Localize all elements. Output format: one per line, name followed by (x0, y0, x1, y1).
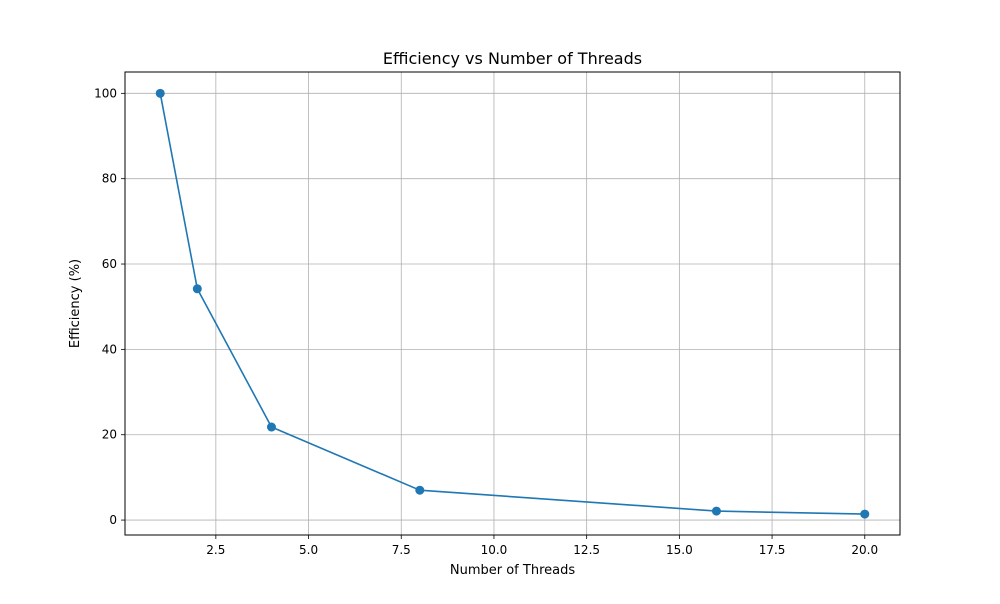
x-tick-label: 2.5 (206, 543, 225, 557)
chart-title: Efficiency vs Number of Threads (383, 49, 642, 68)
y-tick-label: 100 (94, 86, 117, 100)
grid-lines (125, 72, 900, 535)
data-series (155, 88, 870, 519)
y-tick-label: 60 (102, 257, 117, 271)
y-tick-label: 40 (102, 342, 117, 356)
axis-ticks (121, 92, 866, 539)
y-axis-label: Efficiency (%) (68, 259, 83, 348)
data-point (155, 88, 165, 98)
y-tick-label: 20 (102, 428, 117, 442)
data-point (415, 485, 425, 495)
x-axis-label: Number of Threads (450, 563, 575, 578)
x-tick-label: 12.5 (573, 543, 600, 557)
x-tick-label: 17.5 (759, 543, 786, 557)
y-tick-labels: 0 20 40 60 80 100 (94, 86, 117, 527)
x-tick-label: 10.0 (481, 543, 508, 557)
data-point (266, 422, 276, 432)
y-tick-label: 80 (102, 172, 117, 186)
y-tick-label: 0 (109, 513, 117, 527)
plot-frame (124, 71, 901, 536)
x-tick-label: 15.0 (666, 543, 693, 557)
x-tick-labels: 2.5 5.0 7.5 10.0 12.5 15.0 17.5 20.0 (206, 543, 878, 557)
x-tick-label: 5.0 (299, 543, 318, 557)
series-line (159, 93, 865, 515)
data-point (860, 509, 870, 519)
data-point (711, 506, 721, 516)
data-point (192, 284, 202, 294)
x-tick-label: 7.5 (392, 543, 411, 557)
x-tick-label: 20.0 (851, 543, 878, 557)
